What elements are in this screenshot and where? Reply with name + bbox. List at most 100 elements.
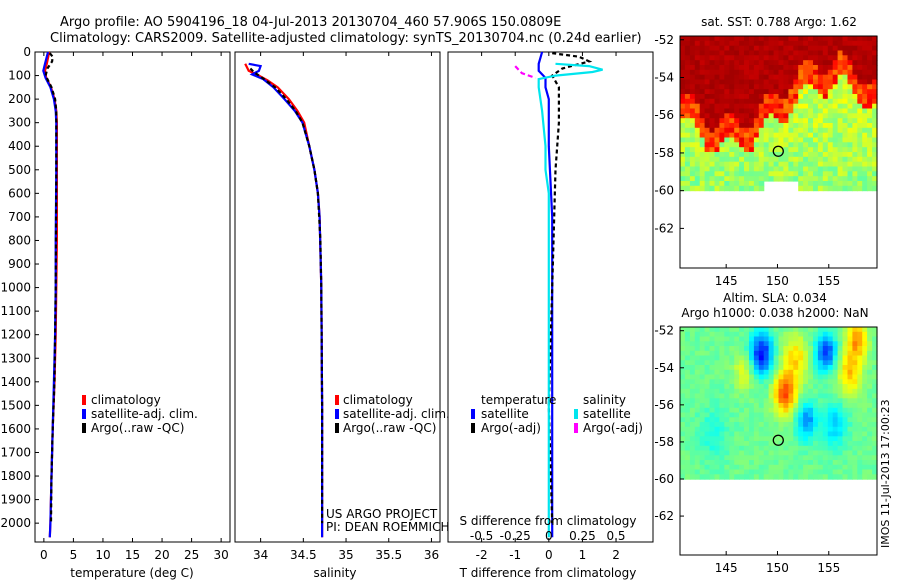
sst-cell xyxy=(689,113,696,119)
sla-cell xyxy=(680,417,686,423)
sst-cell xyxy=(680,89,686,95)
sla-cell xyxy=(694,350,701,357)
sla-cell xyxy=(867,422,873,428)
sla-cell xyxy=(714,360,720,366)
sst-cell xyxy=(803,176,809,182)
sst-cell xyxy=(783,132,789,139)
sst-cell xyxy=(827,166,834,172)
sst-cell xyxy=(709,132,715,139)
sst-cell xyxy=(699,142,706,148)
sla-cell xyxy=(729,460,735,466)
sst-cell xyxy=(822,45,829,52)
sla-cell xyxy=(734,426,740,433)
sst-cell xyxy=(837,152,844,158)
sla-cell xyxy=(783,407,789,414)
sst-cell xyxy=(783,84,789,90)
sla-cell xyxy=(872,398,878,404)
sla-cell xyxy=(694,422,701,428)
sla-cell xyxy=(813,384,819,390)
sla-cell xyxy=(783,412,789,418)
sla-cell xyxy=(867,431,873,437)
sla-cell xyxy=(808,450,814,456)
sst-cell xyxy=(793,113,799,119)
sla-cell xyxy=(808,398,814,404)
sla-cell xyxy=(842,369,848,376)
sla-cell xyxy=(793,350,799,357)
sst-cell xyxy=(694,181,701,187)
sla-cell xyxy=(832,403,839,409)
sst-cell xyxy=(773,113,780,119)
sla-cell xyxy=(827,355,834,361)
sst-cell xyxy=(813,156,819,163)
sla-cell xyxy=(867,469,873,475)
sst-cell xyxy=(739,123,745,129)
sst-cell xyxy=(680,108,686,114)
sst-cell xyxy=(680,127,686,134)
sst-cell xyxy=(798,55,804,61)
sst-cell xyxy=(803,137,809,143)
sst-cell xyxy=(709,113,715,119)
sla-cell xyxy=(778,455,784,461)
sla-cell xyxy=(813,403,819,409)
sla-cell xyxy=(793,469,799,475)
sst-cell xyxy=(842,118,848,124)
sst-cell xyxy=(857,181,863,187)
sla-cell xyxy=(763,445,770,452)
sla-cell xyxy=(808,436,814,442)
sst-cell xyxy=(684,137,691,143)
sst-cell xyxy=(734,127,740,134)
sst-cell xyxy=(704,40,711,47)
sla-cell xyxy=(867,384,873,390)
depth-tick-label: 1000 xyxy=(0,281,31,295)
sla-cell xyxy=(689,384,696,390)
sst-cell xyxy=(694,79,701,85)
sla-cell xyxy=(788,426,794,433)
sst-cell xyxy=(704,113,711,119)
sst-cell xyxy=(744,108,750,114)
sla-cell xyxy=(719,331,725,338)
sst-cell xyxy=(817,98,824,105)
sla-cell xyxy=(842,346,848,352)
sla-cell xyxy=(837,450,844,456)
sla-cell xyxy=(778,417,784,423)
sst-cell xyxy=(783,137,789,143)
sst-cell xyxy=(832,132,839,139)
sla-cell xyxy=(724,388,730,395)
sst-cell xyxy=(684,94,691,100)
sst-cell xyxy=(852,98,858,105)
sst-cell xyxy=(739,69,745,76)
sst-cell xyxy=(842,152,848,158)
sla-cell xyxy=(803,403,809,409)
sst-cell xyxy=(699,127,706,134)
sst-cell xyxy=(788,142,794,148)
sla-cell xyxy=(867,346,873,352)
sla-cell xyxy=(867,407,873,414)
sst-cell xyxy=(749,84,755,90)
sst-cell xyxy=(857,185,863,192)
sst-cell xyxy=(857,103,863,110)
sla-cell xyxy=(714,469,720,475)
sla-cell xyxy=(734,455,740,461)
sst-cell xyxy=(867,171,873,177)
sla-cell xyxy=(694,474,701,480)
sla-cell xyxy=(744,403,750,409)
sla-cell xyxy=(729,450,735,456)
sst-cell xyxy=(763,147,770,153)
sla-cell xyxy=(813,441,819,447)
sla-cell xyxy=(739,327,745,333)
sst-cell xyxy=(680,166,686,172)
sla-cell xyxy=(694,403,701,409)
sst-cell xyxy=(724,132,730,139)
sst-cell xyxy=(753,74,760,81)
sst-cell xyxy=(758,69,765,76)
sst-cell xyxy=(753,161,760,168)
sla-cell xyxy=(680,412,686,418)
sst-cell xyxy=(798,161,804,168)
sst-cell xyxy=(763,132,770,139)
sla-cell xyxy=(704,379,711,385)
sst-cell xyxy=(867,89,873,95)
sst-cell xyxy=(734,181,740,187)
sst-cell xyxy=(862,69,868,76)
sla-cell xyxy=(808,407,814,414)
sla-cell xyxy=(694,460,701,466)
